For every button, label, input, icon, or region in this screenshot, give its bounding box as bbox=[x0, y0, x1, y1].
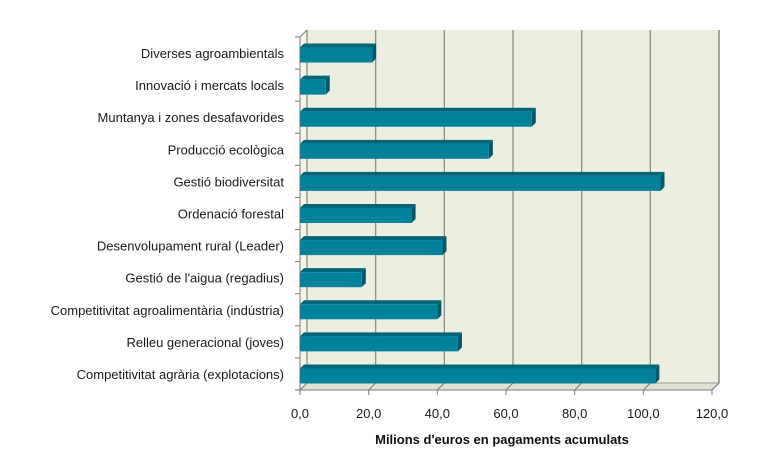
bar-top-face bbox=[300, 204, 416, 208]
bar-front-face bbox=[300, 143, 489, 159]
bar-front-face bbox=[300, 272, 362, 288]
bar bbox=[300, 268, 366, 288]
x-tick-label: 120,0 bbox=[696, 406, 729, 421]
bar bbox=[300, 107, 536, 127]
bar-front-face bbox=[300, 336, 458, 352]
x-tick-label: 20,0 bbox=[356, 406, 381, 421]
x-tick-label: 80,0 bbox=[562, 406, 587, 421]
category-label: Competitivitat agroalimentària (indústri… bbox=[51, 303, 284, 318]
x-axis-title: Milions d'euros en pagaments acumulats bbox=[375, 432, 629, 447]
floor-gridline bbox=[299, 382, 308, 391]
category-label: Desenvolupament rural (Leader) bbox=[97, 239, 284, 254]
bar bbox=[300, 204, 416, 223]
bar bbox=[300, 236, 447, 256]
category-label: Relleu generacional (joves) bbox=[126, 335, 284, 350]
bar-side-face bbox=[442, 236, 447, 256]
category-label: Gestió biodiversitat bbox=[173, 174, 284, 189]
category-label: Innovació i mercats locals bbox=[135, 78, 284, 93]
bar bbox=[300, 364, 660, 384]
bar-top-face bbox=[300, 268, 366, 273]
y-axis-top-edge bbox=[299, 29, 308, 38]
bar bbox=[300, 75, 330, 95]
bar-side-face bbox=[325, 75, 330, 95]
bar-front-face bbox=[300, 175, 661, 191]
category-label: Gestió de l'aigua (regadius) bbox=[125, 271, 284, 286]
bar-side-face bbox=[655, 364, 660, 384]
floor-gridline bbox=[711, 382, 720, 391]
bar-side-face bbox=[488, 139, 493, 159]
bar-side-face bbox=[437, 300, 442, 320]
floor-gridline bbox=[368, 382, 377, 391]
category-label: Diverses agroambientals bbox=[141, 46, 285, 61]
x-tick-label: 40,0 bbox=[425, 406, 450, 421]
bar bbox=[300, 139, 493, 159]
bar-top-face bbox=[300, 171, 665, 176]
bar-side-face bbox=[457, 332, 462, 352]
bar-side-face bbox=[660, 171, 665, 191]
bar-top-face bbox=[300, 236, 447, 241]
bar bbox=[300, 43, 377, 63]
floor-gridline bbox=[505, 382, 514, 391]
bar-side-face bbox=[411, 204, 416, 223]
bar bbox=[300, 300, 442, 320]
category-labels: Diverses agroambientals Innovació i merca… bbox=[51, 46, 285, 382]
bar-front-face bbox=[300, 304, 438, 320]
bar-top-face bbox=[300, 332, 462, 337]
bar-top-face bbox=[300, 43, 377, 48]
floor-gridline bbox=[642, 382, 651, 391]
bar-top-face bbox=[300, 107, 536, 112]
bar-side-face bbox=[361, 268, 366, 288]
bar-front-face bbox=[300, 47, 373, 63]
bar-front-face bbox=[300, 208, 412, 223]
bar-front-face bbox=[300, 111, 532, 127]
bar bbox=[300, 171, 665, 191]
floor-gridline bbox=[436, 382, 445, 391]
bar-top-face bbox=[300, 75, 330, 80]
category-label: Competitivitat agrària (explotacions) bbox=[77, 367, 284, 382]
category-label: Muntanya i zones desafavorides bbox=[98, 110, 285, 125]
x-tick-label: 0,0 bbox=[291, 406, 309, 421]
bar-top-face bbox=[300, 300, 442, 305]
x-tick-label: 60,0 bbox=[493, 406, 518, 421]
category-label: Ordenació forestal bbox=[178, 207, 284, 222]
floor-gridline bbox=[574, 382, 583, 391]
x-tick-label: 100,0 bbox=[627, 406, 660, 421]
bar-top-face bbox=[300, 364, 660, 369]
bars bbox=[300, 43, 665, 384]
bar-side-face bbox=[531, 107, 536, 127]
bar bbox=[300, 332, 462, 352]
bar-front-face bbox=[300, 79, 326, 95]
x-tick-labels: 0,0 20,0 40,0 60,0 80,0 100,0 120,0 bbox=[291, 406, 728, 421]
bar-side-face bbox=[372, 43, 377, 63]
bar-top-face bbox=[300, 139, 493, 144]
bar-front-face bbox=[300, 368, 656, 384]
category-label: Producció ecològica bbox=[168, 142, 285, 157]
bar-front-face bbox=[300, 240, 443, 256]
